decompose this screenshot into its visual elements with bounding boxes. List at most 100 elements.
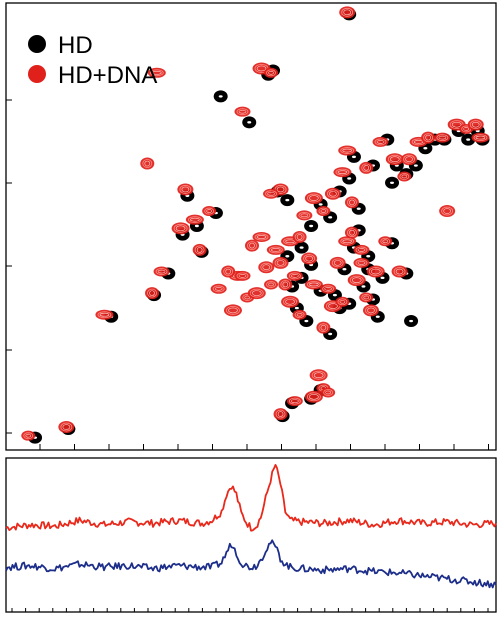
hd-dna-peak-contour (179, 185, 192, 194)
hd-dna-peak-contour (469, 120, 482, 130)
hd-dna-peak-contour (226, 305, 240, 315)
hd-dna-peak-contour-inner (228, 307, 238, 314)
hd-dna-peak-contour (355, 246, 368, 254)
hd-dna-peak-contour-inner (357, 248, 366, 252)
hd-peak (213, 90, 228, 103)
hd-peak (280, 194, 295, 207)
hd-dna-peak-contour-inner (443, 208, 451, 214)
hd-dna-peak-contour-inner (270, 248, 281, 252)
hd-peak (385, 176, 400, 189)
hd-dna-peak-contour (361, 163, 372, 173)
hd-dna-peak-contour (266, 69, 276, 77)
hd-peak-center (194, 224, 199, 228)
hd-peak-center (423, 147, 428, 150)
hd-dna-peak-contour (274, 258, 287, 268)
hd-dna-peak-contour-inner (256, 65, 267, 72)
trace-panel (5, 457, 497, 613)
hd-dna-peak-contour (306, 193, 321, 203)
hd-dna-peak (252, 231, 271, 242)
hd-dna-peak-contour (323, 389, 334, 396)
hd-dna-peak (309, 369, 328, 382)
hd-dna-peak-contour-inner (291, 274, 299, 278)
hd-dna-peak (153, 266, 170, 277)
hd-dna-peak-contour-inner (438, 135, 447, 140)
hd-dna-peak-contour-inner (157, 269, 166, 274)
hd-dna-peak-contour-inner (376, 140, 385, 144)
hd-dna-peak-contour-inner (149, 290, 155, 296)
hd-dna-peak-contour (306, 392, 321, 402)
legend-item-hd: HD (28, 32, 93, 59)
hd-dna-peak-contour (266, 281, 276, 288)
hd-dna-peak-contour-inner (463, 127, 470, 131)
hd-dna-peak-contour-inner (320, 324, 327, 331)
hd-dna-peak (258, 261, 275, 274)
hd-dna-peak (223, 304, 242, 317)
hd-peak-center (309, 224, 314, 228)
hd-dna-peak-contour-inner (144, 160, 151, 167)
hd-dna-peak-contour (247, 241, 257, 251)
hd-dna-peak-contour-inner (175, 225, 186, 232)
hd-dna-peak-contour-inner (309, 393, 319, 400)
hd-dna-peak-contour-inner (181, 186, 190, 193)
hd-dna-peak (359, 292, 374, 303)
hd-dna-peak-contour (187, 216, 202, 224)
hd-dna-peak-contour (223, 267, 234, 276)
hd-dna-peak-contour-inner (152, 71, 162, 75)
hd-dna-peak-contour (306, 281, 321, 288)
hd-dna-peak-contour-inner (342, 239, 353, 244)
hd-dna-peak (339, 6, 356, 19)
hd-dna-peak-contour (349, 275, 364, 285)
hd-dna-peak-contour-inner (337, 170, 348, 174)
hd-peak (404, 315, 419, 328)
hd-dna-peak-contour-inner (285, 298, 295, 305)
hd-dna-peak-contour (341, 7, 354, 17)
hd-dna-peak-contour-inner (256, 235, 267, 239)
hd-dna-peak-contour-inner (238, 274, 247, 278)
hd-dna-peak-contour (142, 159, 153, 168)
hd-dna-peak-contour-inner (349, 229, 355, 236)
hd-dna-peak-contour-inner (320, 209, 327, 213)
hd-dna-peak (316, 321, 331, 334)
hd-dna-peak-contour (236, 272, 249, 280)
hd-dna-peak (95, 309, 114, 320)
hd-dna-peak (292, 309, 307, 320)
hd-dna-peak-contour-inner (249, 242, 255, 249)
hd-dna-peak-contour-inner (225, 268, 231, 275)
hd-dna-peak-contour (236, 108, 249, 116)
hd-dna-peak-contour-inner (268, 282, 274, 287)
hd-dna-peak (177, 183, 194, 196)
hd-dna-peak (234, 270, 251, 281)
hd-dna-peak (378, 236, 393, 247)
hd-dna-peak (434, 132, 451, 143)
hd-dna-peak (210, 283, 227, 294)
hd-peak (304, 220, 319, 232)
hd-dna-peak (263, 188, 280, 199)
hd-dna-peak-contour-inner (206, 209, 212, 213)
hd-dna-peak-contour-inner (333, 260, 342, 266)
hd-dna-peak-contour (337, 298, 348, 306)
hd-dna-peak-contour-inner (382, 239, 389, 244)
hd-dna-peak-contour-inner (342, 148, 353, 153)
hd-dna-peak-contour (97, 311, 112, 319)
hsqc-spectrum-panel: HD HD+DNA (5, 2, 497, 451)
legend-label-hd-dna: HD+DNA (58, 62, 157, 89)
hd-dna-peak (292, 230, 307, 243)
hd-dna-peak-contour-inner (25, 433, 32, 438)
hd-dna-peak (281, 295, 300, 308)
hd-dna-peak-contour (147, 288, 157, 298)
hd-dna-peak-contour-inner (296, 234, 303, 240)
hd-dna-peak-contour-inner (363, 295, 370, 300)
hd-dna-peak-contour (347, 228, 357, 238)
hd-dna-peak (321, 387, 336, 398)
hd-peak-center (332, 293, 337, 297)
hd-dna-peak (338, 145, 357, 156)
hd-dna-peak-contour-inner (282, 281, 289, 288)
hd-dna-peak (247, 287, 266, 300)
hd-dna-peak-contour (275, 409, 286, 419)
hd-dna-peak (335, 296, 350, 307)
hd-dna-peak (333, 167, 352, 178)
hd-dna-peak-contour (441, 206, 454, 216)
hd-peak-center (328, 216, 333, 219)
hd-peak-center (390, 181, 395, 184)
hd-peak-center (304, 319, 309, 323)
